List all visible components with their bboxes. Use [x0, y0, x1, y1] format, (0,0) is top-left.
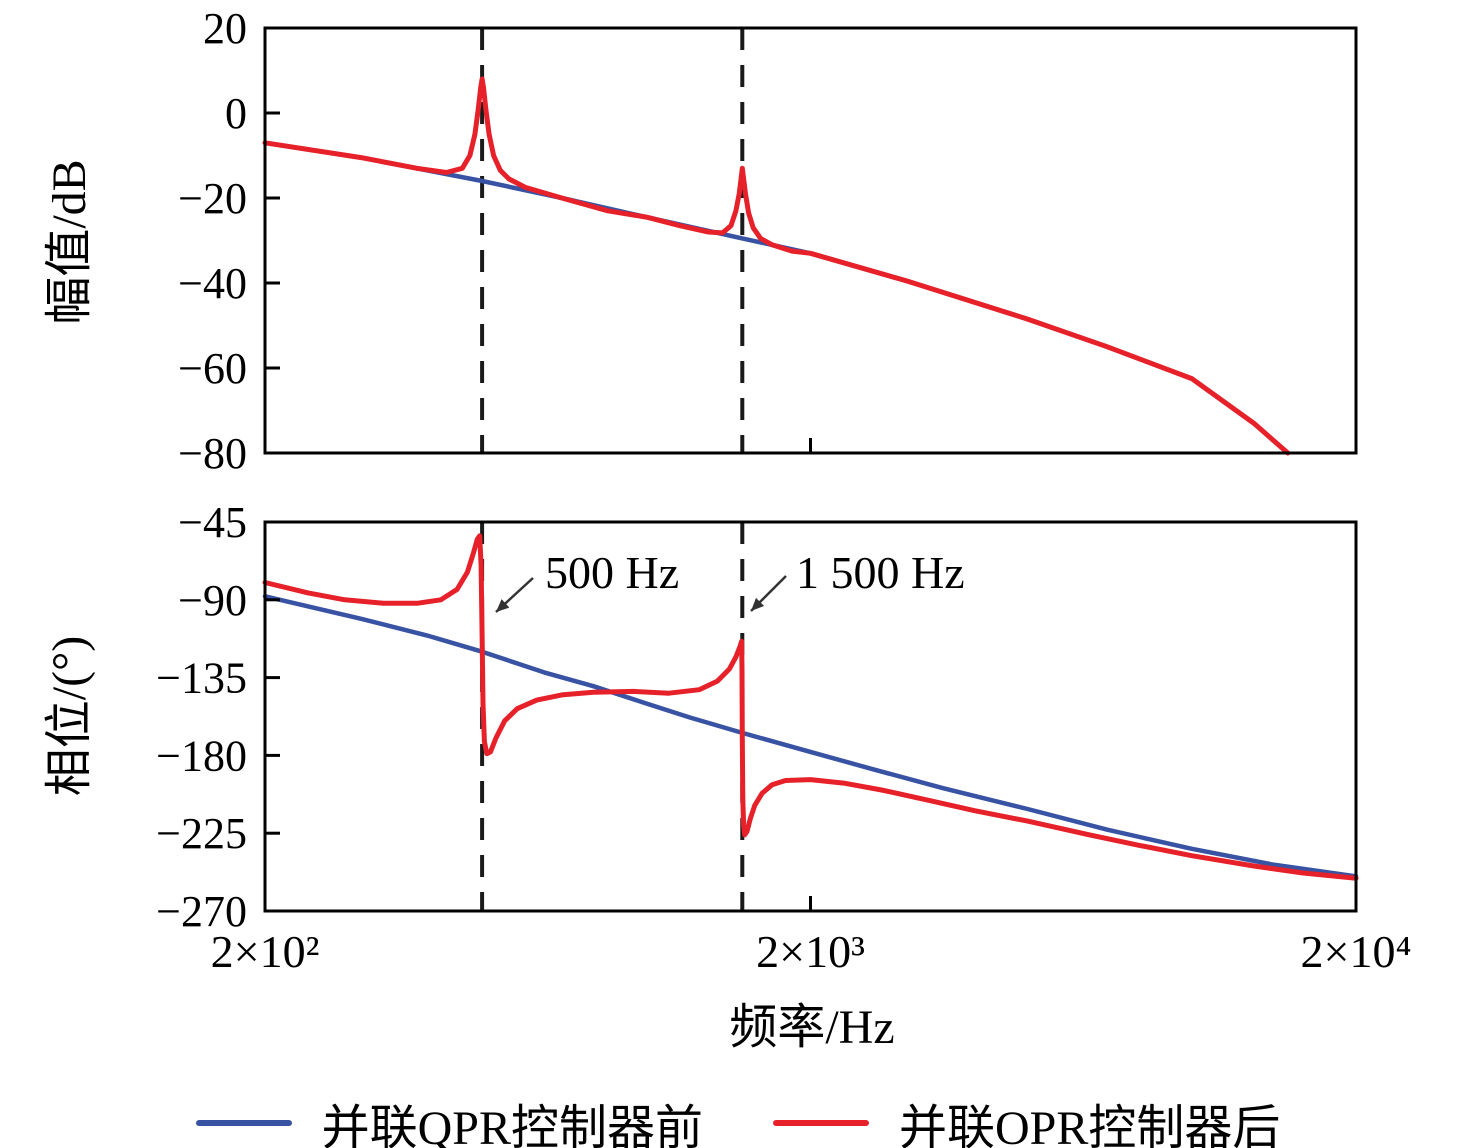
svg-text:−20: −20 [178, 174, 247, 223]
svg-text:−270: −270 [156, 887, 247, 936]
svg-text:−180: −180 [156, 731, 247, 780]
svg-text:2×10²: 2×10² [211, 926, 320, 977]
frequency-axis-label: 频率/Hz [729, 1001, 895, 1054]
svg-text:20: 20 [203, 4, 247, 53]
legend-label-after: 并联OPR控制器后 [899, 1102, 1281, 1148]
legend-line-red-icon [773, 1120, 869, 1126]
svg-text:−135: −135 [156, 654, 247, 703]
legend-line-blue-icon [195, 1120, 292, 1126]
svg-text:0: 0 [225, 89, 247, 138]
svg-text:−80: −80 [178, 429, 247, 478]
svg-text:2×10⁴: 2×10⁴ [1301, 926, 1412, 977]
annotation-1500hz: 1 500 Hz [796, 547, 965, 598]
phase-axis-label: 相位/(°) [43, 635, 96, 797]
legend: 并联QPR控制器前 并联OPR控制器后 [0, 1088, 1476, 1148]
svg-text:2×10³: 2×10³ [756, 926, 865, 977]
svg-text:−45: −45 [178, 498, 247, 547]
svg-text:−225: −225 [156, 809, 247, 858]
legend-item-after: 并联OPR控制器后 [773, 1088, 1280, 1148]
legend-item-before: 并联QPR控制器前 [195, 1088, 703, 1148]
legend-label-before: 并联QPR控制器前 [321, 1102, 703, 1148]
svg-text:−40: −40 [178, 259, 247, 308]
svg-text:−90: −90 [178, 576, 247, 625]
annotation-500hz: 500 Hz [545, 547, 680, 598]
svg-text:−60: −60 [178, 344, 247, 393]
magnitude-axis-label: 幅值/dB [43, 159, 96, 325]
